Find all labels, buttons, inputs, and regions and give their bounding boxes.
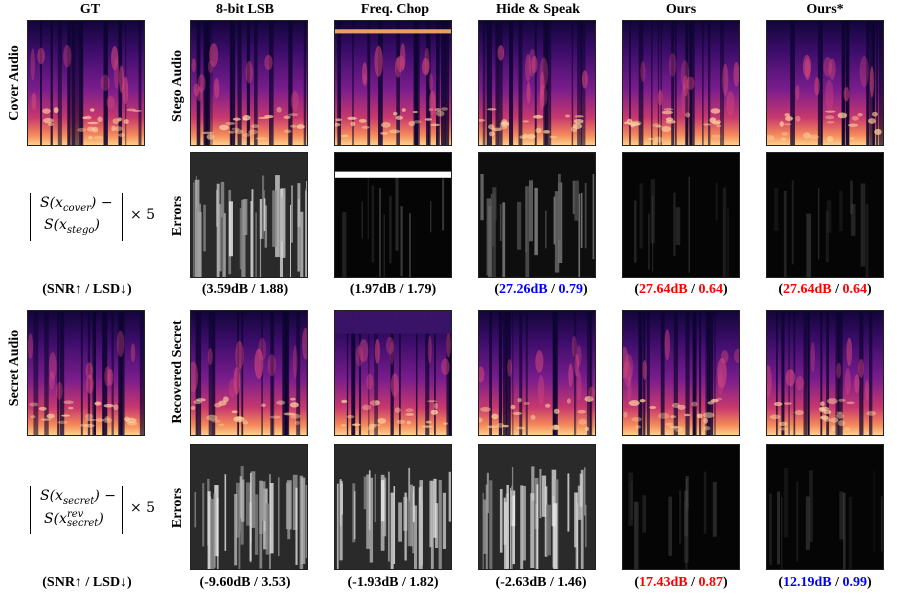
formula-text: ) <box>98 511 104 527</box>
metric-top-lsb: (3.59dB / 1.88) <box>201 282 289 297</box>
formula-text: S(x <box>40 195 63 211</box>
formula-sub: secret <box>62 495 95 507</box>
spectrogram-ours-stego <box>622 20 740 146</box>
metric-lsd: 0.79 <box>558 282 584 297</box>
error-formula-stego: S(xcover) − S(xstego) × 5 <box>30 193 170 241</box>
metric-paren: ( <box>494 282 499 297</box>
metric-sep: / <box>831 575 843 590</box>
metric-top-hide: (27.26dB / 0.79) <box>466 282 616 298</box>
column-header-gt: GT <box>79 2 101 17</box>
metric-bottom-ours-star: (12.19dB / 0.99) <box>750 575 897 591</box>
metric-top-ours-star: (27.64dB / 0.64) <box>750 282 897 298</box>
metric-lsd: 0.87 <box>698 575 724 590</box>
column-header-8bit-lsb: 8-bit LSB <box>216 2 274 17</box>
formula-sub: cover <box>62 202 91 214</box>
metric-bottom-freq: (-1.93dB / 1.82) <box>347 575 439 590</box>
metric-sep: / <box>831 282 843 297</box>
metric-snr: 12.19dB <box>782 575 832 590</box>
column-header-hide-speak: Hide & Speak <box>495 2 580 17</box>
error-map-ours-star-secret <box>766 444 884 570</box>
metric-lsd: 0.64 <box>698 282 724 297</box>
formula-sub: secret <box>66 518 99 529</box>
metric-bottom-lsb: (-9.60dB / 3.53) <box>199 575 291 590</box>
formula-text: S(x <box>44 217 67 233</box>
column-header-ours-star: Ours* <box>806 2 844 17</box>
metric-header-top: (SNR↑ / LSD↓) <box>42 282 132 297</box>
metric-bottom-ours: (17.43dB / 0.87) <box>606 575 756 591</box>
metric-snr: 27.64dB <box>782 282 832 297</box>
row-label-recovered-secret: Recovered Secret <box>170 320 185 424</box>
row-label-errors-bottom: Errors <box>170 487 185 529</box>
spectrogram-gt-secret <box>27 310 145 436</box>
error-map-ours-secret <box>622 444 740 570</box>
metric-snr: 17.43dB <box>638 575 688 590</box>
formula-sup: rev <box>66 509 84 520</box>
metric-sep: / <box>547 282 559 297</box>
metric-snr: 27.64dB <box>638 282 688 297</box>
error-map-hide-secret <box>478 444 596 570</box>
spectrogram-freq-recovered <box>334 310 452 436</box>
formula-text: ) − <box>90 195 113 211</box>
spectrogram-gt-cover <box>27 20 145 146</box>
column-header-freq-chop: Freq. Chop <box>360 2 430 17</box>
formula-times: × 5 <box>130 207 156 223</box>
metric-paren: ( <box>634 575 639 590</box>
error-map-hide-stego <box>478 152 596 278</box>
error-map-ours-stego <box>622 152 740 278</box>
metric-lsd: 0.64 <box>842 282 868 297</box>
metric-snr: 27.26dB <box>498 282 548 297</box>
formula-text: S(x <box>44 511 67 527</box>
column-header-ours: Ours <box>665 2 697 17</box>
formula-times: × 5 <box>130 500 156 516</box>
metric-header-bottom: (SNR↑ / LSD↓) <box>42 575 132 590</box>
error-map-ours-star-stego <box>766 152 884 278</box>
metric-paren: ) <box>867 282 872 297</box>
row-label-errors-top: Errors <box>170 195 185 237</box>
spectrogram-ours-star-recovered <box>766 310 884 436</box>
spectrogram-lsb-stego <box>190 20 308 146</box>
row-label-secret-audio: Secret Audio <box>7 329 22 407</box>
metric-sep: / <box>687 282 699 297</box>
error-map-freq-secret <box>334 444 452 570</box>
error-map-freq-stego <box>334 152 452 278</box>
spectrogram-ours-recovered <box>622 310 740 436</box>
spectrogram-ours-star-stego <box>766 20 884 146</box>
spectrogram-hide-recovered <box>478 310 596 436</box>
metric-paren: ( <box>778 575 783 590</box>
spectrogram-freq-stego <box>334 20 452 146</box>
error-formula-secret: S(xsecret) − S(x rev secret) × 5 <box>30 486 170 534</box>
metric-paren: ( <box>778 282 783 297</box>
metric-top-ours: (27.64dB / 0.64) <box>606 282 756 298</box>
metric-paren: ) <box>583 282 588 297</box>
spectrogram-hide-stego <box>478 20 596 146</box>
error-map-lsb-stego <box>190 152 308 278</box>
metric-top-freq: (1.97dB / 1.79) <box>349 282 437 297</box>
metric-paren: ) <box>723 282 728 297</box>
row-label-cover-audio: Cover Audio <box>7 45 22 121</box>
formula-text: ) <box>94 217 100 233</box>
metric-paren: ( <box>634 282 639 297</box>
metric-lsd: 0.99 <box>842 575 868 590</box>
metric-paren: ) <box>867 575 872 590</box>
formula-sub: stego <box>66 224 95 236</box>
metric-paren: ) <box>723 575 728 590</box>
metric-sep: / <box>687 575 699 590</box>
metric-bottom-hide: (-2.63dB / 1.46) <box>495 575 587 590</box>
error-map-lsb-secret <box>190 444 308 570</box>
formula-text: S(x <box>40 488 63 504</box>
formula-text: ) − <box>94 488 116 504</box>
row-label-stego-audio: Stego Audio <box>170 50 185 122</box>
spectrogram-lsb-recovered <box>190 310 308 436</box>
